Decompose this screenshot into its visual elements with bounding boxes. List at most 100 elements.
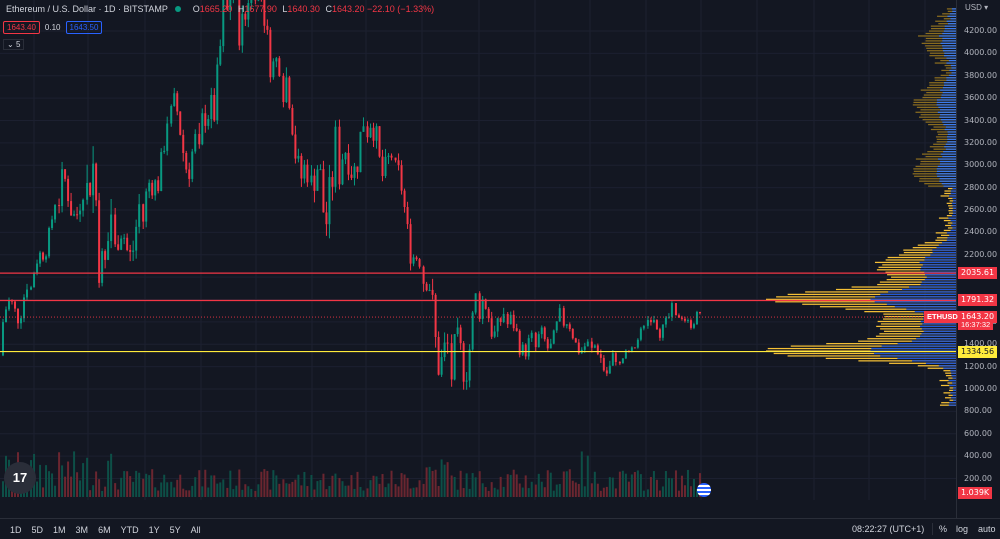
price-chart[interactable]: [0, 0, 956, 500]
profile-bar: [915, 111, 956, 113]
indicators-toggle[interactable]: ⌄ 5: [3, 39, 25, 50]
horizontal-lines[interactable]: [0, 272, 956, 353]
profile-bar: [870, 298, 956, 300]
candle: [568, 324, 571, 330]
volume-bar: [238, 469, 241, 497]
volume-bar: [207, 487, 210, 497]
candle: [453, 334, 456, 380]
volume-bar: [132, 481, 135, 497]
volume-bar: [574, 482, 577, 497]
candle: [61, 169, 64, 206]
profile-bar: [947, 131, 956, 133]
volume-bar: [61, 465, 64, 497]
profile-bar: [948, 404, 956, 406]
profile-bar: [920, 114, 956, 116]
volume-bar: [129, 476, 132, 497]
profile-bar: [906, 308, 956, 310]
profile-bar: [942, 47, 956, 49]
symbol-title[interactable]: Ethereum / U.S. Dollar · 1D · BITSTAMP: [6, 4, 168, 14]
auto-toggle[interactable]: auto: [978, 524, 996, 534]
candle: [512, 314, 515, 329]
profile-bar: [939, 116, 956, 118]
profile-bar: [934, 77, 956, 79]
candle: [247, 3, 250, 20]
candle: [596, 345, 599, 355]
profile-bar: [950, 219, 956, 222]
candle: [369, 127, 372, 138]
volume-bar: [328, 485, 331, 497]
tradingview-logo[interactable]: 17: [4, 462, 36, 494]
candle: [204, 113, 207, 126]
sell-button[interactable]: 1643.40: [3, 21, 40, 34]
volume-bar: [282, 479, 285, 497]
profile-bar: [889, 362, 956, 364]
us-flag-icon[interactable]: [697, 483, 711, 497]
log-toggle[interactable]: log: [956, 524, 969, 534]
candle: [611, 353, 614, 366]
range-button-1y[interactable]: 1Y: [148, 524, 160, 535]
range-button-5y[interactable]: 5Y: [169, 524, 181, 535]
price-tick: 2600.00: [964, 205, 998, 214]
volume-bar: [534, 484, 537, 497]
range-button-5d[interactable]: 5D: [31, 524, 44, 535]
volume-bar: [95, 471, 98, 497]
profile-bar: [925, 121, 956, 123]
buy-button[interactable]: 1643.50: [65, 21, 103, 34]
range-button-ytd[interactable]: YTD: [120, 524, 139, 535]
profile-bar: [879, 281, 956, 283]
candle: [33, 273, 36, 288]
candle: [490, 318, 493, 337]
range-button-6m[interactable]: 6M: [98, 524, 111, 535]
profile-bar: [924, 242, 956, 244]
profile-bar: [938, 217, 956, 219]
candle: [132, 250, 135, 252]
volume-bar: [306, 486, 309, 497]
volume-bar: [194, 477, 197, 497]
candle: [20, 318, 22, 324]
range-button-1m[interactable]: 1M: [53, 524, 66, 535]
candle: [42, 252, 45, 260]
chart-pane[interactable]: Ethereum / U.S. Dollar · 1D · BITSTAMP O…: [0, 0, 956, 500]
candle: [92, 163, 95, 196]
volume-bar: [120, 477, 123, 497]
range-button-all[interactable]: All: [190, 524, 201, 535]
candle: [331, 177, 334, 187]
volume-bar: [456, 489, 459, 497]
volume-bar: [92, 485, 95, 497]
volume-bar: [278, 483, 281, 497]
profile-bar: [928, 185, 956, 187]
candle: [415, 257, 418, 260]
volume-bar: [530, 481, 533, 497]
volume-bar: [350, 475, 353, 497]
candle: [17, 308, 19, 324]
volume-bar: [232, 489, 235, 497]
range-button-3m[interactable]: 3M: [75, 524, 89, 535]
volume-bar: [64, 476, 67, 497]
candle: [562, 308, 565, 326]
candle: [266, 25, 269, 30]
profile-bar: [940, 89, 956, 91]
volume-bar: [636, 470, 639, 497]
profile-bar: [940, 74, 956, 76]
profile-bar: [926, 91, 956, 94]
profile-bar: [935, 20, 956, 22]
range-button-1d[interactable]: 1D: [10, 524, 22, 535]
profile-bar: [938, 106, 956, 108]
profile-bar: [943, 123, 956, 126]
candle: [387, 155, 390, 157]
candle: [496, 318, 499, 332]
candle: [341, 159, 344, 185]
volume-bar: [145, 473, 148, 497]
clock[interactable]: 08:22:27 (UTC+1): [852, 524, 925, 534]
price-axis[interactable]: USD ▾ 4200.00 4000.00 3800.00 3600.00 3400.0…: [956, 0, 1000, 518]
symbol-legend[interactable]: Ethereum / U.S. Dollar · 1D · BITSTAMP O…: [6, 4, 434, 14]
profile-bar: [930, 254, 956, 256]
profile-bar: [945, 224, 956, 227]
candle: [238, 0, 241, 46]
percent-toggle[interactable]: %: [939, 524, 948, 534]
profile-bar: [921, 42, 956, 44]
candle: [179, 111, 182, 135]
profile-bar: [851, 286, 956, 288]
currency-selector[interactable]: USD ▾: [965, 3, 989, 12]
profile-bar: [937, 131, 956, 133]
